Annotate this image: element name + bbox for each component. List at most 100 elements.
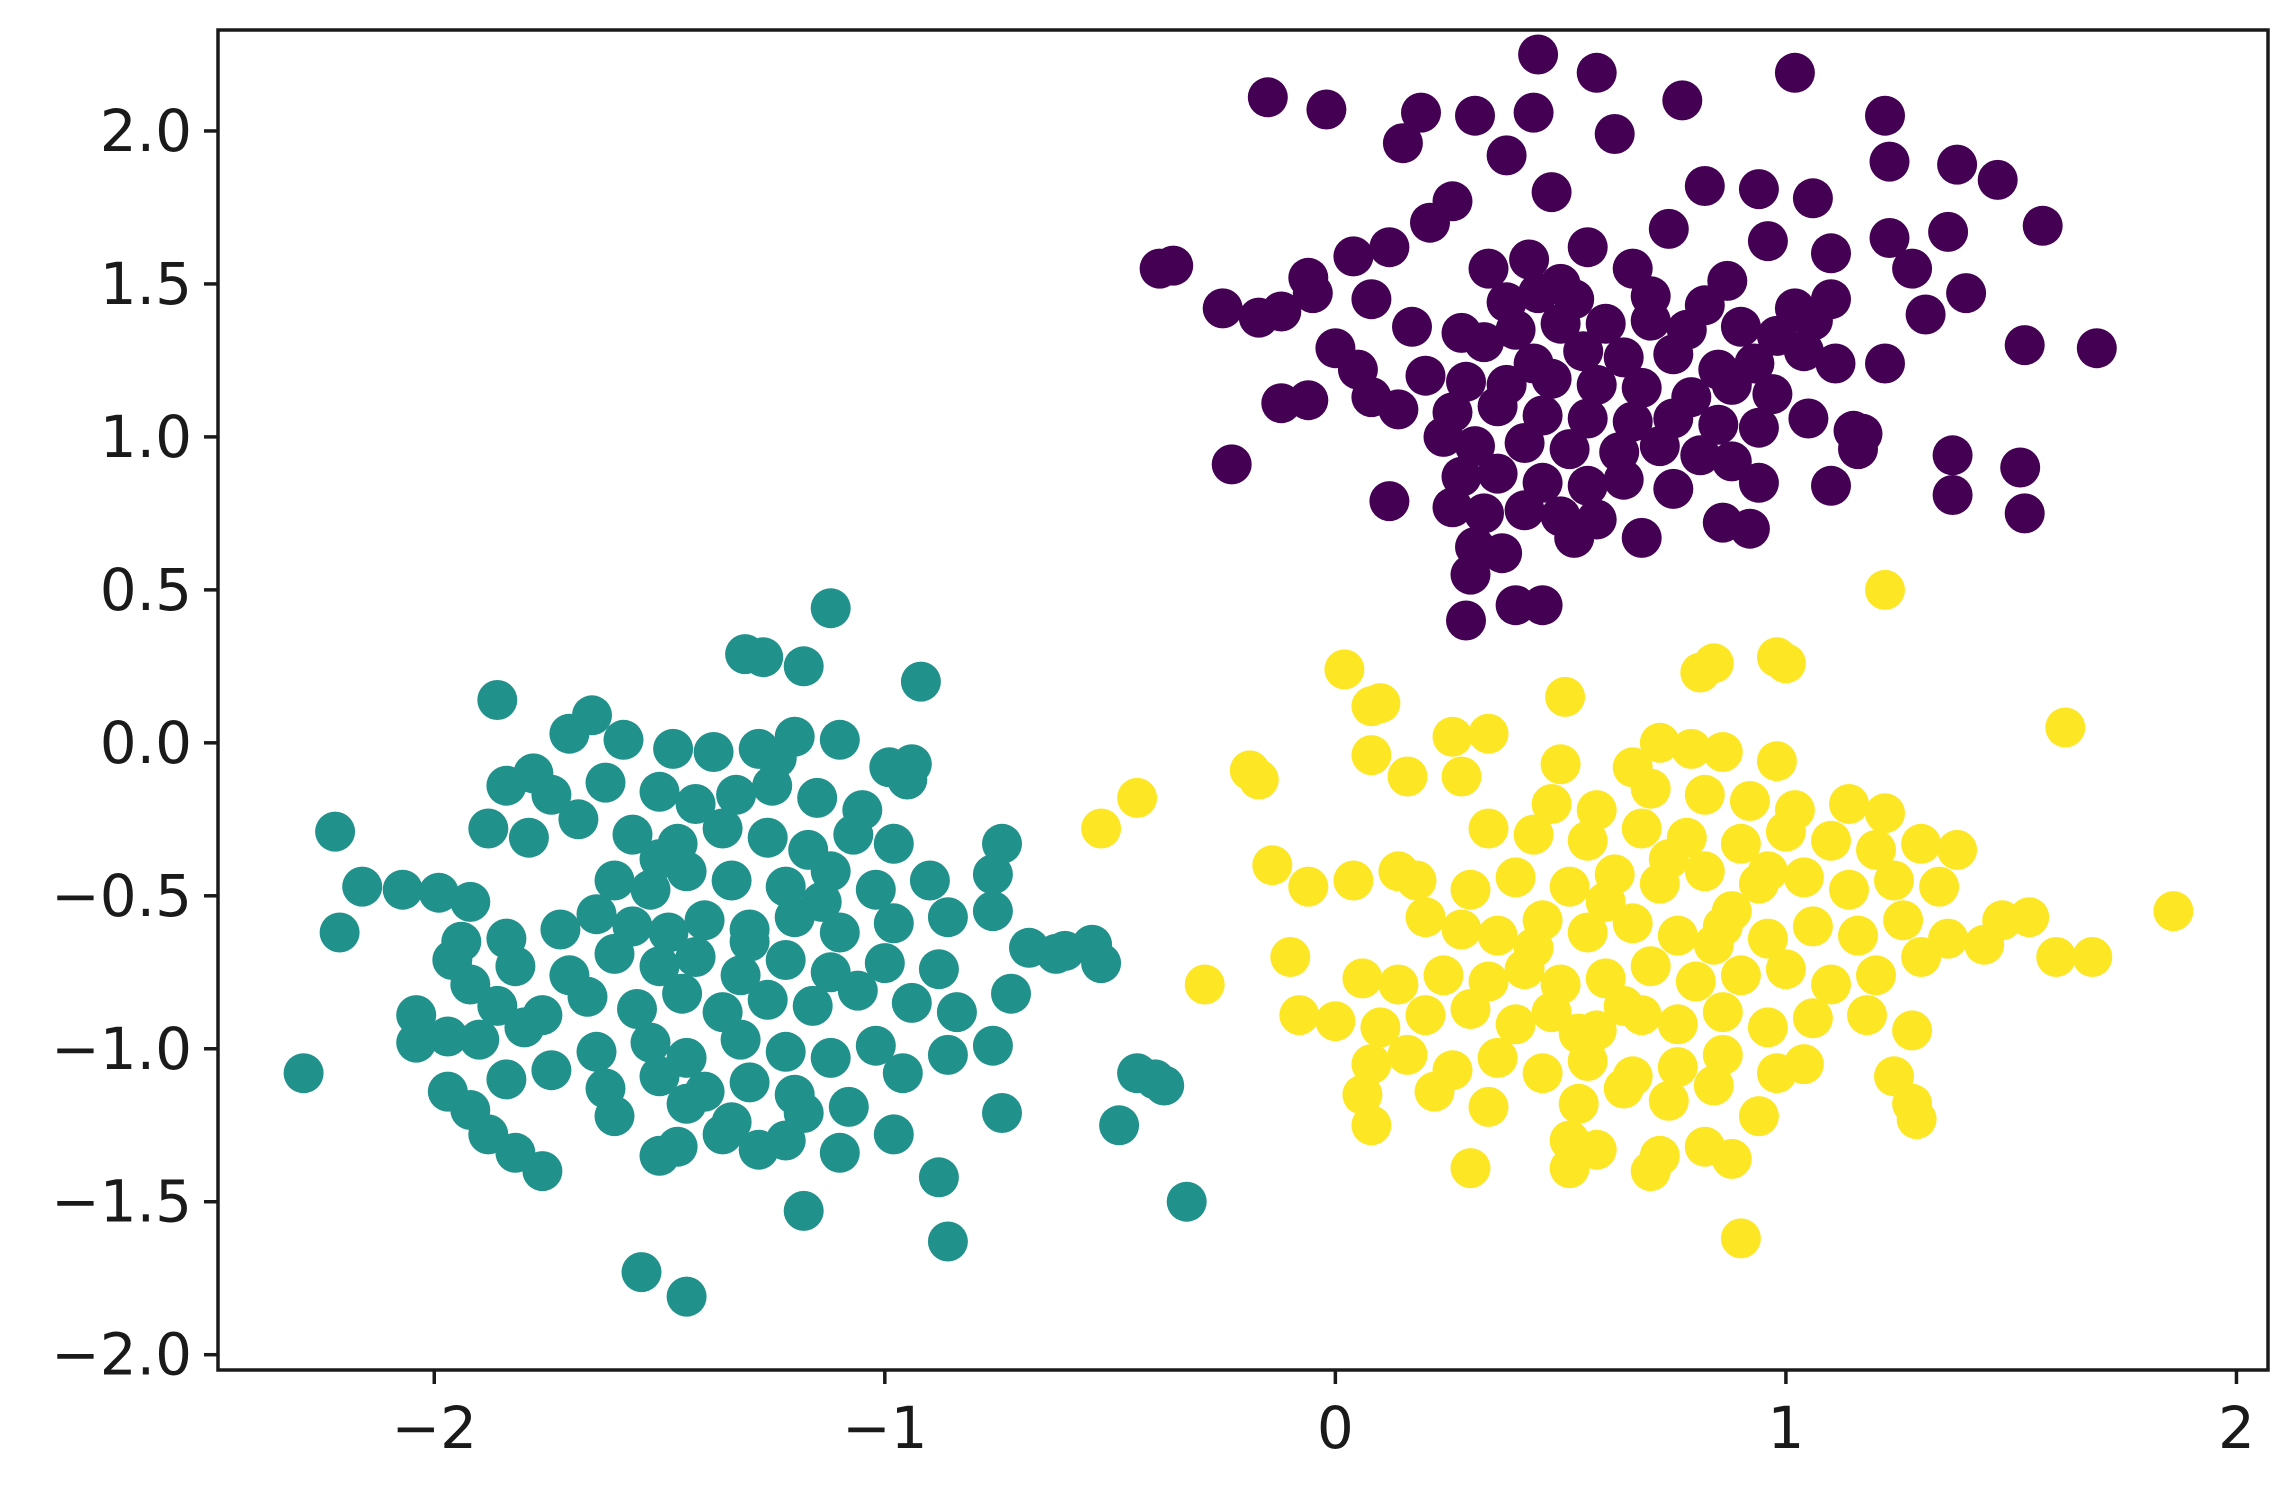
y-tick-label: 0.0: [100, 709, 192, 777]
data-point: [1414, 1071, 1455, 1112]
data-point: [918, 949, 959, 990]
data-point: [1937, 144, 1978, 185]
data-point: [1783, 857, 1824, 898]
data-point: [1450, 989, 1491, 1029]
data-point: [1630, 276, 1671, 317]
data-point: [729, 921, 770, 962]
data-point: [702, 808, 743, 849]
data-point: [594, 1096, 635, 1137]
data-point: [720, 1019, 761, 1060]
data-point: [1405, 995, 1446, 1036]
data-point: [1477, 386, 1518, 427]
data-point: [1261, 291, 1302, 332]
data-point: [2045, 707, 2086, 748]
data-point: [1747, 851, 1788, 892]
data-point: [1639, 722, 1680, 763]
data-point: [1518, 34, 1559, 75]
data-point: [729, 1062, 770, 1103]
data-point: [617, 989, 657, 1029]
data-point: [653, 728, 694, 769]
data-point: [1333, 860, 1374, 901]
data-point: [1513, 927, 1554, 968]
data-point: [594, 933, 635, 974]
data-point: [427, 1016, 468, 1057]
data-point: [1468, 248, 1509, 289]
data-point: [1865, 569, 1905, 610]
data-point: [1892, 248, 1933, 289]
data-point: [765, 1031, 806, 1072]
data-point: [675, 937, 716, 977]
data-point: [1477, 453, 1518, 494]
data-point: [1747, 1007, 1788, 1048]
data-point: [1540, 744, 1581, 785]
x-tick-label: 2: [2218, 1394, 2255, 1462]
data-point: [1747, 221, 1788, 262]
data-point: [1495, 1004, 1536, 1045]
data-point: [972, 891, 1013, 932]
data-point: [576, 894, 617, 935]
data-point: [1288, 866, 1329, 907]
data-point: [1842, 413, 1883, 454]
data-point: [900, 661, 941, 702]
data-point: [1545, 676, 1586, 717]
data-point: [1252, 845, 1293, 886]
data-point: [887, 759, 928, 800]
data-point: [1901, 823, 1942, 864]
data-point: [630, 869, 671, 910]
data-point: [882, 1053, 923, 1094]
data-point: [684, 900, 725, 941]
data-point: [873, 903, 914, 944]
data-point: [1522, 585, 1563, 626]
data-point: [1360, 1007, 1401, 1048]
data-point: [1932, 475, 1973, 515]
data-point: [1360, 683, 1401, 724]
data-point: [1567, 227, 1608, 268]
data-point: [1405, 897, 1446, 938]
data-point: [1482, 533, 1523, 574]
data-point: [1883, 900, 1924, 941]
data-point: [747, 817, 788, 858]
data-point: [1504, 423, 1545, 463]
data-point: [1788, 398, 1829, 439]
data-point: [1783, 331, 1824, 372]
data-point: [1495, 857, 1536, 898]
plot-frame: [216, 28, 2270, 1372]
data-point: [1117, 777, 1158, 818]
data-point: [1869, 218, 1910, 258]
data-point: [1964, 924, 2005, 965]
data-point: [1288, 380, 1329, 421]
data-point: [1977, 159, 2018, 200]
data-point: [1522, 1053, 1563, 1094]
data-point: [927, 1221, 968, 1262]
data-point: [891, 982, 932, 1023]
data-point: [801, 881, 842, 922]
data-point: [1919, 866, 1960, 907]
series-0: [1139, 34, 2117, 641]
data-point: [648, 912, 689, 953]
y-tick-label: 2.0: [100, 97, 192, 165]
data-point: [1756, 741, 1797, 782]
data-point: [1693, 924, 1734, 965]
data-point: [662, 973, 703, 1014]
data-point: [918, 1157, 959, 1198]
data-point: [1874, 860, 1914, 901]
data-point: [1621, 517, 1662, 558]
data-point: [504, 1007, 545, 1048]
data-point: [630, 1022, 671, 1063]
data-point: [1378, 389, 1419, 430]
y-tick-label: 1.5: [100, 250, 192, 318]
data-point: [418, 872, 459, 913]
data-point: [486, 765, 527, 806]
data-point: [1707, 260, 1748, 301]
data-point: [639, 1056, 680, 1097]
data-point: [819, 1132, 860, 1173]
data-point: [1630, 946, 1671, 987]
data-point: [833, 814, 874, 855]
data-point: [1792, 906, 1833, 947]
data-point: [982, 1093, 1022, 1133]
data-point: [972, 854, 1013, 895]
data-point: [1531, 784, 1572, 824]
data-point: [1648, 839, 1689, 880]
data-point: [1396, 860, 1437, 901]
data-point: [1603, 985, 1644, 1026]
